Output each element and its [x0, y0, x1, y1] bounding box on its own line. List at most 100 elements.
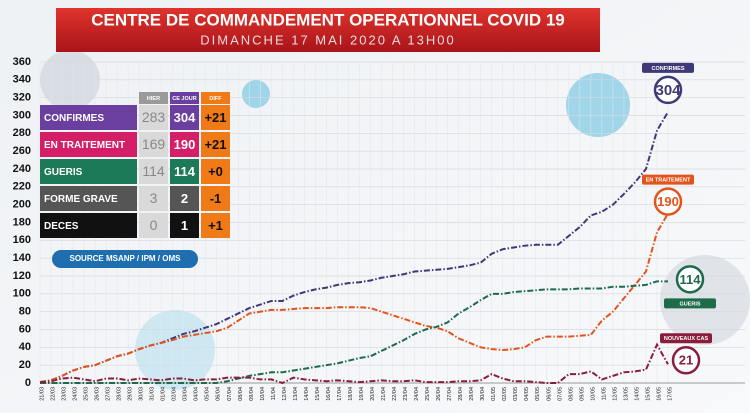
- x-tick-label: 03/05: [513, 387, 519, 401]
- series-line: [39, 213, 669, 384]
- x-tick-label: 10/04: [260, 387, 266, 401]
- x-tick-label: 06/04: [216, 387, 222, 401]
- x-tick-label: 15/05: [645, 387, 651, 401]
- cell-bg: [139, 159, 168, 184]
- chart-title: CENTRE DE COMMANDEMENT OPERATIONNEL COVI…: [91, 10, 565, 29]
- y-tick-label: 40: [19, 341, 31, 353]
- end-value-label: 304: [655, 82, 681, 99]
- end-bubble: [671, 346, 701, 375]
- x-tick-label: 18/04: [348, 387, 354, 401]
- y-tick-label: 160: [13, 234, 31, 246]
- y-tick-label: 320: [13, 92, 31, 104]
- x-tick-label: 28/04: [458, 387, 464, 401]
- x-tick-label: 03/04: [183, 387, 189, 401]
- x-tick-label: 02/04: [172, 387, 178, 401]
- x-tick-label: 13/05: [623, 387, 629, 401]
- virus-decor: [135, 310, 215, 390]
- column-header: DIFF: [209, 96, 222, 102]
- x-tick-label: 19/04: [359, 387, 365, 401]
- y-tick-label: 100: [13, 288, 31, 300]
- cell-bg: [139, 132, 168, 157]
- x-tick-label: 23/04: [403, 387, 409, 401]
- end-name-pill: [660, 333, 712, 344]
- cell-bg: [170, 132, 199, 157]
- x-tick-label: 28/03: [117, 387, 123, 401]
- y-tick-label: 260: [13, 145, 31, 157]
- end-name-label: CONFIRMES: [652, 66, 685, 72]
- row-label-bg: [40, 186, 137, 211]
- y-tick-label: 20: [19, 359, 31, 371]
- cell: 114: [174, 164, 196, 179]
- cell-bg: [170, 159, 199, 184]
- x-tick-label: 26/04: [436, 387, 442, 401]
- x-tick-label: 07/04: [227, 387, 233, 401]
- end-value-label: 114: [680, 272, 702, 287]
- x-tick-label: 29/03: [128, 387, 134, 401]
- x-tick-label: 02/05: [502, 387, 508, 401]
- cell: -1: [210, 191, 222, 206]
- y-tick-label: 340: [13, 74, 31, 86]
- chart-subtitle: DIMANCHE 17 MAI 2020 A 13H00: [200, 32, 455, 47]
- x-tick-label: 06/05: [546, 387, 552, 401]
- x-tick-label: 14/04: [304, 387, 310, 401]
- series-line: [40, 280, 668, 384]
- cell: 3: [150, 190, 158, 206]
- virus-decor: [242, 80, 270, 108]
- cell-bg: [201, 186, 230, 211]
- x-tick-label: 07/05: [557, 387, 563, 401]
- virus-decor: [566, 73, 630, 137]
- title-banner: [56, 8, 600, 52]
- y-tick-label: 360: [13, 56, 31, 68]
- x-tick-label: 20/04: [370, 387, 376, 401]
- x-tick-label: 01/05: [491, 387, 497, 401]
- y-tick-label: 300: [13, 109, 31, 121]
- x-tick-label: 01/04: [161, 387, 167, 401]
- x-tick-label: 24/03: [73, 387, 79, 401]
- x-tick-label: 30/04: [480, 387, 486, 401]
- x-tick-label: 14/05: [634, 387, 640, 401]
- end-name-pill: [642, 174, 694, 185]
- x-tick-label: 24/04: [414, 387, 420, 401]
- row-label-bg: [40, 159, 137, 184]
- series-line: [39, 111, 669, 384]
- y-tick-label: 280: [13, 127, 31, 139]
- x-tick-label: 27/04: [447, 387, 453, 401]
- x-tick-label: 05/04: [205, 387, 211, 401]
- cell: 0: [150, 217, 158, 233]
- cell-bg: [139, 213, 168, 238]
- cell-bg: [170, 186, 199, 211]
- row-label: CONFIRMES: [44, 113, 104, 124]
- cell: 1: [181, 218, 188, 233]
- end-value-label: 190: [657, 194, 679, 209]
- end-bubble: [675, 265, 705, 294]
- x-tick-label: 08/04: [238, 387, 244, 401]
- y-tick-label: 60: [19, 323, 31, 335]
- x-tick-label: 17/04: [337, 387, 343, 401]
- cell: +1: [208, 218, 223, 233]
- x-tick-label: 09/05: [579, 387, 585, 401]
- x-tick-label: 15/04: [315, 387, 321, 401]
- y-tick-label: 220: [13, 181, 31, 193]
- cell-bg: [170, 213, 199, 238]
- row-label-bg: [40, 213, 137, 238]
- cell-bg: [201, 132, 230, 157]
- row-label: DECES: [44, 221, 79, 232]
- end-name-pill: [642, 62, 694, 73]
- x-tick-label: 16/05: [656, 387, 662, 401]
- x-tick-label: 10/05: [590, 387, 596, 401]
- x-tick-label: 30/03: [139, 387, 145, 401]
- cell: 169: [142, 136, 166, 152]
- x-tick-label: 22/03: [50, 387, 56, 401]
- source: SOURCE MSANP / IPM / OMS: [70, 254, 182, 263]
- cell-bg: [201, 213, 230, 238]
- y-tick-label: 80: [19, 306, 31, 318]
- x-tick-label: 12/05: [612, 387, 618, 401]
- end-name-label: NOUVEAUX CAS: [664, 336, 709, 342]
- x-tick-label: 04/05: [524, 387, 530, 401]
- column-header-bg: [139, 92, 168, 104]
- x-tick-label: 25/04: [425, 387, 431, 401]
- end-name-label: EN TRAITEMENT: [646, 178, 691, 184]
- cell-bg: [201, 105, 230, 130]
- y-tick-label: 240: [13, 163, 31, 175]
